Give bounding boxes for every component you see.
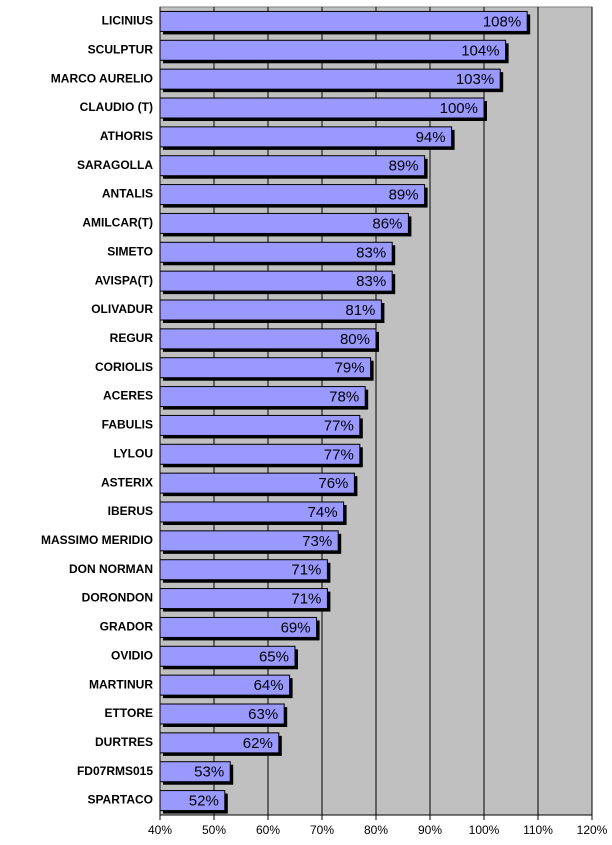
data-label: 89% [389, 187, 419, 204]
y-tick-label: LICINIUS [102, 14, 153, 28]
bar [159, 530, 339, 552]
data-label: 63% [248, 706, 278, 723]
data-label: 104% [461, 42, 499, 59]
data-label: 77% [324, 417, 354, 434]
data-label: 76% [318, 475, 348, 492]
x-tick-label: 50% [202, 823, 226, 837]
data-label: 73% [302, 533, 332, 550]
data-label: 53% [194, 764, 224, 781]
bar [159, 645, 296, 667]
x-tick-label: 120% [577, 823, 608, 837]
data-label: 86% [372, 215, 402, 232]
data-label: 83% [356, 244, 386, 261]
y-tick-label: GRADOR [100, 620, 154, 634]
bar [159, 184, 426, 206]
data-label: 100% [440, 100, 478, 117]
x-tick-label: 40% [148, 823, 172, 837]
data-label: 79% [335, 360, 365, 377]
x-tick-label: 60% [256, 823, 280, 837]
x-tick-label: 80% [364, 823, 388, 837]
x-tick-label: 110% [523, 823, 553, 837]
bar [159, 212, 409, 234]
bar [159, 39, 507, 61]
data-label: 69% [281, 619, 311, 636]
bar [159, 616, 318, 638]
bar [159, 386, 366, 408]
bar [159, 443, 361, 465]
data-label: 108% [483, 13, 521, 30]
y-tick-label: SCULPTUR [88, 42, 154, 56]
bar [159, 126, 453, 148]
y-tick-label: ATHORIS [100, 129, 153, 143]
y-tick-label: FD07RMS015 [77, 764, 153, 778]
bar [159, 299, 382, 321]
bar [159, 97, 485, 119]
y-tick-label: SIMETO [107, 244, 153, 258]
bar [159, 732, 280, 754]
data-label: 80% [340, 331, 370, 348]
y-tick-label: CLAUDIO (T) [80, 100, 153, 114]
y-tick-label: AVISPA(T) [95, 273, 153, 287]
data-label: 77% [324, 446, 354, 463]
bar [159, 414, 361, 436]
bar [159, 674, 291, 696]
y-tick-label: OVIDIO [111, 648, 153, 662]
bar [159, 155, 426, 177]
y-tick-label: DORONDON [82, 591, 153, 605]
data-label: 65% [259, 648, 289, 665]
bar [159, 357, 372, 379]
y-tick-label: SPARTACO [87, 793, 153, 807]
y-tick-label: MASSIMO MERIDIO [41, 533, 153, 547]
y-tick-label: CORIOLIS [95, 360, 153, 374]
bar [159, 241, 393, 263]
y-tick-label: DON NORMAN [69, 562, 153, 576]
y-tick-label: FABULIS [102, 418, 153, 432]
x-tick-label: 100% [469, 823, 500, 837]
data-label: 103% [456, 71, 494, 88]
bar [159, 270, 393, 292]
data-label: 78% [329, 389, 359, 406]
data-label: 71% [291, 591, 321, 608]
bar [159, 68, 501, 90]
y-tick-label: ASTERIX [101, 475, 153, 489]
bar [159, 790, 226, 812]
x-tick-label: 90% [418, 823, 442, 837]
bar [159, 761, 231, 783]
bar [159, 328, 377, 350]
y-tick-label: DURTRES [95, 735, 153, 749]
bar [159, 703, 285, 725]
y-tick-label: IBERUS [108, 504, 153, 518]
y-tick-label: LYLOU [113, 446, 153, 460]
y-tick-label: SARAGOLLA [77, 158, 153, 172]
y-tick-label: OLIVADUR [91, 302, 153, 316]
bar [159, 588, 328, 610]
data-label: 83% [356, 273, 386, 290]
data-label: 52% [189, 793, 219, 810]
y-tick-label: ACERES [103, 389, 153, 403]
y-tick-label: AMILCAR(T) [82, 216, 153, 230]
data-label: 64% [254, 677, 284, 694]
bar [159, 559, 328, 581]
x-tick-label: 70% [310, 823, 334, 837]
y-tick-label: MARTINUR [89, 677, 153, 691]
data-label: 74% [308, 504, 338, 521]
bar [159, 472, 355, 494]
y-tick-label: ANTALIS [102, 187, 153, 201]
data-label: 94% [416, 129, 446, 146]
data-label: 81% [345, 302, 375, 319]
data-label: 89% [389, 158, 419, 175]
bar [159, 501, 345, 523]
y-tick-label: ETTORE [105, 706, 153, 720]
y-tick-label: REGUR [110, 331, 154, 345]
y-tick-label: MARCO AURELIO [51, 71, 153, 85]
data-label: 62% [243, 735, 273, 752]
bar [159, 10, 528, 32]
data-label: 71% [291, 562, 321, 579]
